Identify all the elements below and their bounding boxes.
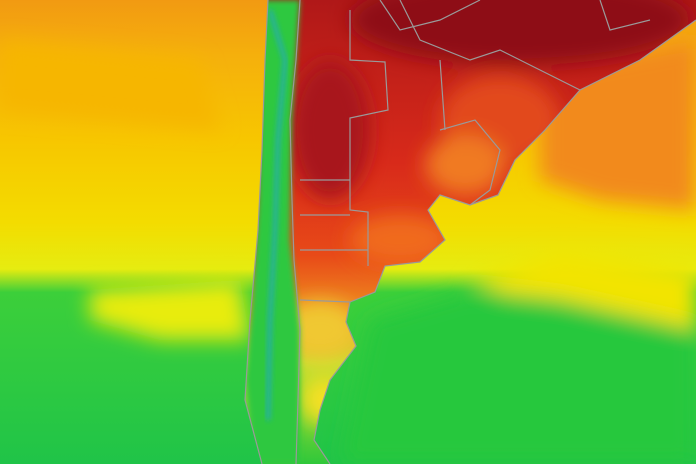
borders xyxy=(244,0,696,464)
ocean-patches xyxy=(0,40,696,464)
